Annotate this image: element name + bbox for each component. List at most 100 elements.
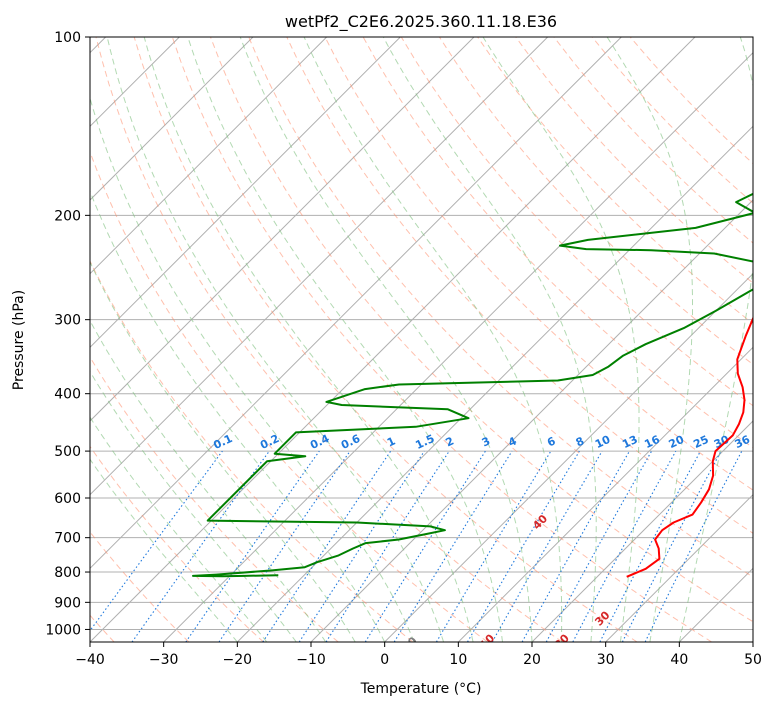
mixing-ratio-line [521, 450, 630, 642]
y-tick-label: 300 [54, 313, 81, 329]
moist-adiabat-line [239, 37, 533, 642]
y-tick-label: 400 [54, 387, 81, 403]
dry-adiabat-line [286, 37, 753, 534]
mixing-ratio-label: 20 [667, 433, 687, 451]
mixing-ratio-label: 3 [480, 434, 492, 449]
mixing-ratio-line [393, 450, 513, 642]
isotherm-line [678, 567, 753, 642]
mixing-ratio-label: 6 [545, 434, 558, 449]
isotherm-line [90, 37, 622, 570]
mixing-ratio-label: 0.4 [308, 432, 331, 452]
dry-adiabat-line [553, 37, 753, 244]
x-tick-label: 40 [670, 652, 688, 668]
dewpoint-line [192, 192, 753, 578]
mixing-ratio-line [599, 450, 701, 642]
dry-adiabat-line [90, 150, 488, 642]
dry-adiabat-line [90, 531, 190, 642]
x-axis: −40 −30 −20 −10 0 10 20 30 40 50 [75, 642, 762, 668]
mixing-ratio-label: 1.5 [413, 432, 436, 452]
dry-adiabat-line [90, 259, 414, 642]
x-tick-label: 30 [597, 652, 615, 668]
background-lines [90, 37, 753, 642]
chart-title: wetPf2_C2E6.2025.360.11.18.E36 [285, 12, 557, 32]
moist-adiabat-line [187, 37, 503, 642]
y-axis: 100 200 300 400 500 600 700 800 900 1000 [45, 30, 90, 638]
y-axis-label: Pressure (hPa) [11, 290, 27, 390]
x-tick-label: −10 [296, 652, 326, 668]
moist-adiabat-line [90, 458, 238, 642]
mixing-ratio-line [131, 450, 270, 642]
dry-adiabat-line [248, 37, 753, 578]
mixing-ratio-line [262, 450, 392, 642]
mixing-ratio-line [545, 450, 653, 642]
isotherm-line [752, 641, 753, 642]
moist-adiabat-line [303, 37, 563, 642]
isotherm-line [90, 37, 549, 496]
x-axis-label: Temperature (°C) [360, 681, 482, 697]
moist-adiabat-line [90, 189, 386, 642]
x-tick-label: −40 [75, 652, 105, 668]
mixing-ratio-label: 25 [691, 433, 710, 451]
x-tick-label: −20 [223, 652, 253, 668]
dry-adiabat-line [324, 37, 753, 491]
y-tick-label: 100 [54, 30, 81, 46]
mixing-ratio-label: 1 [385, 434, 397, 449]
x-tick-label: 50 [744, 652, 762, 668]
mixing-ratio-label: 0.1 [211, 432, 234, 452]
mixing-ratio-line [185, 450, 320, 642]
y-tick-label: 600 [54, 491, 81, 507]
dry-adiabat-line [133, 37, 638, 642]
moist-adiabat-line [382, 37, 597, 642]
mixing-ratio-line [90, 450, 223, 632]
dry-adiabat-line [90, 356, 339, 642]
mixing-ratio-label: 0.2 [258, 432, 281, 452]
x-tick-label: 0 [380, 652, 389, 668]
y-tick-label: 900 [54, 595, 81, 611]
y-tick-label: 700 [54, 531, 81, 547]
mixing-ratio-line [325, 450, 450, 642]
dry-adiabat-label: 10 [477, 631, 497, 651]
isotherm-line [236, 125, 753, 642]
dry-adiabat-label: 30 [592, 608, 612, 628]
mixing-ratio-label: 30 [712, 433, 732, 451]
mixing-ratio-line [467, 450, 580, 642]
moist-adiabat-line [90, 416, 268, 642]
dry-adiabat-line [90, 445, 264, 642]
moist-adiabat-line [106, 37, 445, 642]
isotherm-line [605, 493, 753, 642]
isotherm-line [90, 37, 401, 349]
y-tick-label: 1000 [45, 622, 81, 638]
mixing-ratio-label: 0.6 [339, 432, 362, 452]
plot-frame [89, 36, 754, 643]
mixing-ratio-label: 16 [642, 433, 662, 451]
isotherm-line [310, 199, 753, 642]
line-labels: 0.10.20.40.611.52346810131620253036-100-… [211, 432, 752, 651]
moist-adiabat-line [90, 370, 297, 642]
profile-series [192, 192, 753, 578]
temperature-line [626, 315, 753, 578]
isotherm-line [531, 420, 753, 642]
isotherm-line [384, 272, 753, 642]
dry-adiabat-line [171, 37, 712, 642]
mixing-ratio-label: 4 [506, 434, 519, 449]
mixing-ratio-line [644, 450, 743, 642]
isotherm-line [90, 37, 475, 422]
moist-adiabat-line [606, 37, 693, 642]
y-tick-label: 800 [54, 565, 81, 581]
dry-adiabat-line [515, 37, 753, 284]
x-tick-label: −30 [149, 652, 179, 668]
mixing-ratio-label: 2 [444, 434, 456, 449]
mixing-ratio-line [298, 450, 425, 642]
dry-adiabat-label: 40 [530, 512, 550, 532]
x-tick-label: 20 [523, 652, 541, 668]
isotherm-line [90, 37, 254, 201]
y-tick-label: 500 [54, 444, 81, 460]
dry-adiabat-line [210, 37, 753, 623]
dry-adiabat-line [591, 37, 753, 204]
dry-adiabat-label: 20 [552, 631, 572, 651]
dry-adiabat-label: 0 [405, 634, 420, 649]
dry-adiabat-line [95, 37, 563, 642]
moist-adiabat-line [90, 96, 415, 642]
isotherm-line [457, 346, 753, 642]
